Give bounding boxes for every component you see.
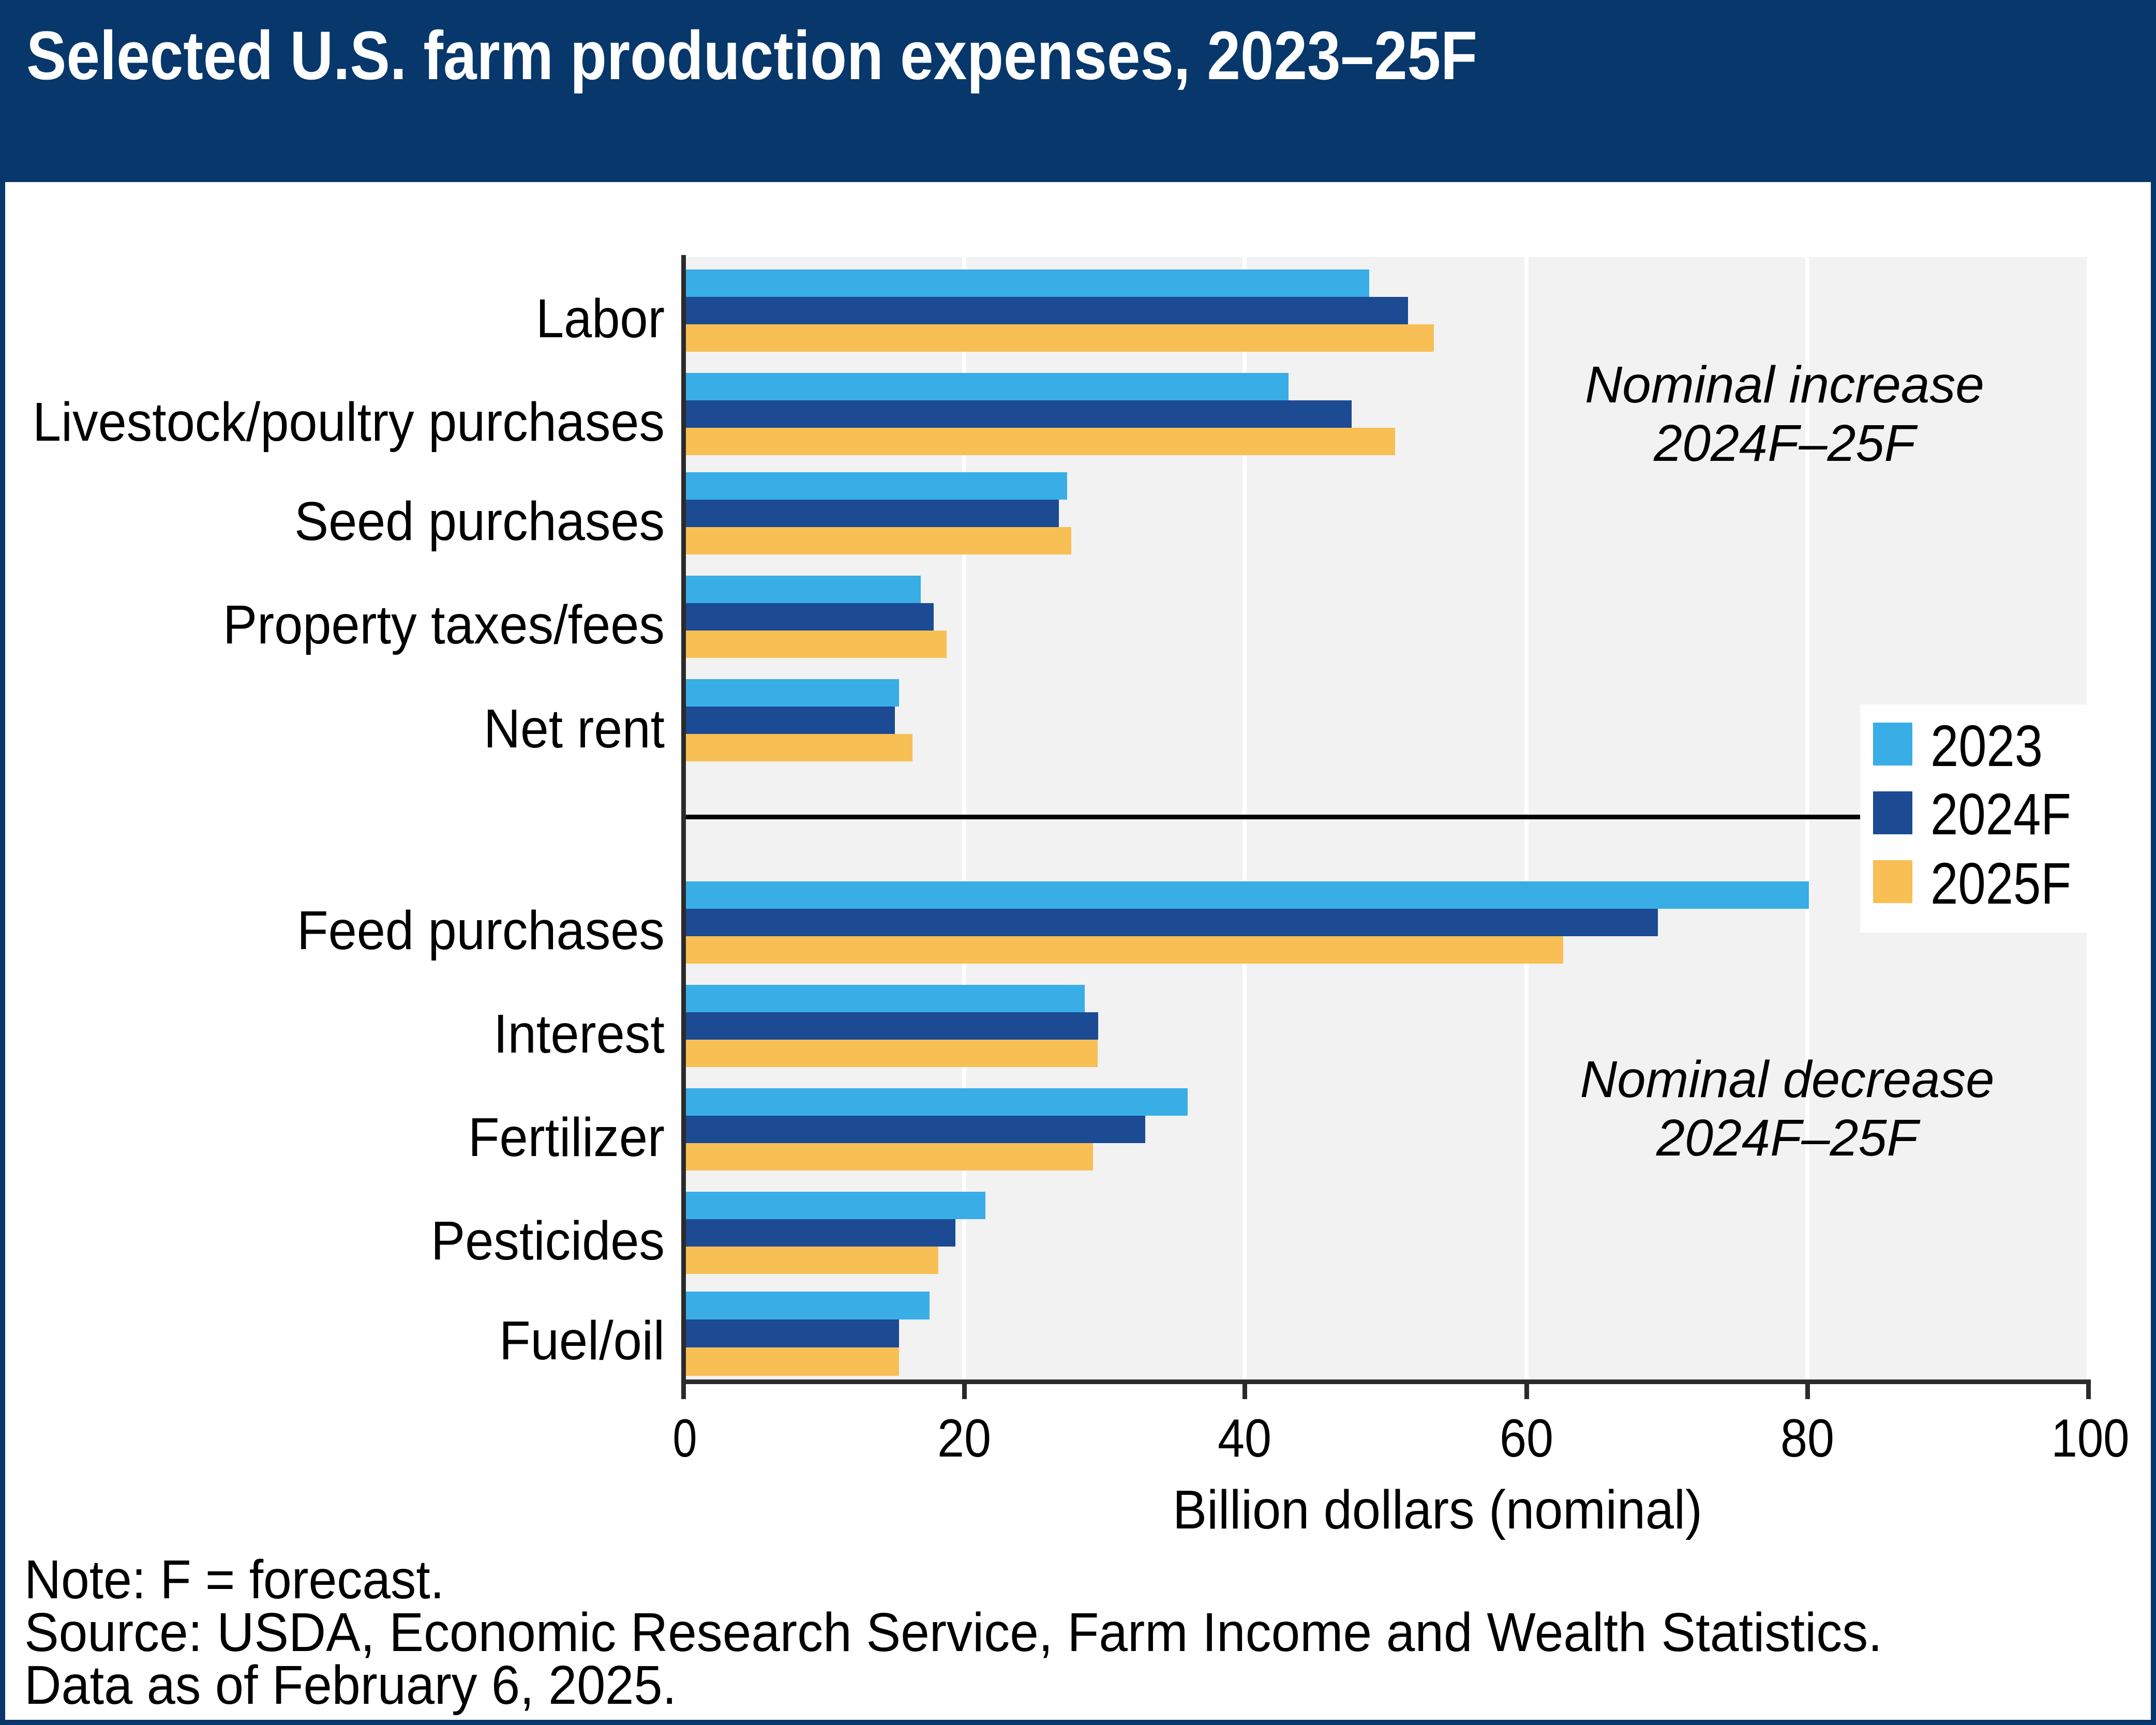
svg-text:Pesticides: Pesticides	[431, 1210, 665, 1271]
svg-text:Seed purchases: Seed purchases	[294, 491, 665, 552]
svg-text:Selected U.S. farm production: Selected U.S. farm production expenses, …	[26, 18, 1477, 94]
svg-text:2024F: 2024F	[1930, 782, 2071, 847]
svg-text:80: 80	[1780, 1408, 1834, 1468]
svg-text:100: 100	[2052, 1408, 2130, 1468]
svg-text:Feed purchases: Feed purchases	[297, 900, 665, 961]
svg-text:2023: 2023	[1930, 713, 2043, 778]
svg-text:20: 20	[937, 1408, 991, 1468]
svg-text:Note: F = forecast.: Note: F = forecast.	[24, 1549, 444, 1610]
svg-text:2024F–25F: 2024F–25F	[1656, 1109, 1921, 1167]
svg-text:Nominal decrease: Nominal decrease	[1580, 1051, 1995, 1108]
svg-text:Billion dollars (nominal): Billion dollars (nominal)	[1173, 1479, 1702, 1540]
svg-text:Labor: Labor	[536, 288, 665, 349]
svg-text:2025F: 2025F	[1930, 851, 2071, 916]
svg-text:Fuel/oil: Fuel/oil	[499, 1310, 665, 1371]
svg-text:Nominal increase: Nominal increase	[1585, 356, 1984, 414]
svg-text:Property taxes/fees: Property taxes/fees	[223, 594, 665, 655]
svg-text:Interest: Interest	[493, 1003, 665, 1064]
svg-text:Livestock/poultry purchases: Livestock/poultry purchases	[33, 392, 665, 453]
svg-text:0: 0	[673, 1408, 697, 1468]
svg-text:40: 40	[1218, 1408, 1271, 1468]
svg-text:Source: USDA, Economic Researc: Source: USDA, Economic Research Service,…	[24, 1602, 1882, 1663]
svg-text:Net rent: Net rent	[484, 698, 665, 759]
svg-text:2024F–25F: 2024F–25F	[1653, 414, 1918, 472]
svg-text:Data as of February 6, 2025.: Data as of February 6, 2025.	[24, 1655, 677, 1716]
svg-text:60: 60	[1500, 1408, 1553, 1468]
svg-text:Fertilizer: Fertilizer	[468, 1107, 665, 1168]
